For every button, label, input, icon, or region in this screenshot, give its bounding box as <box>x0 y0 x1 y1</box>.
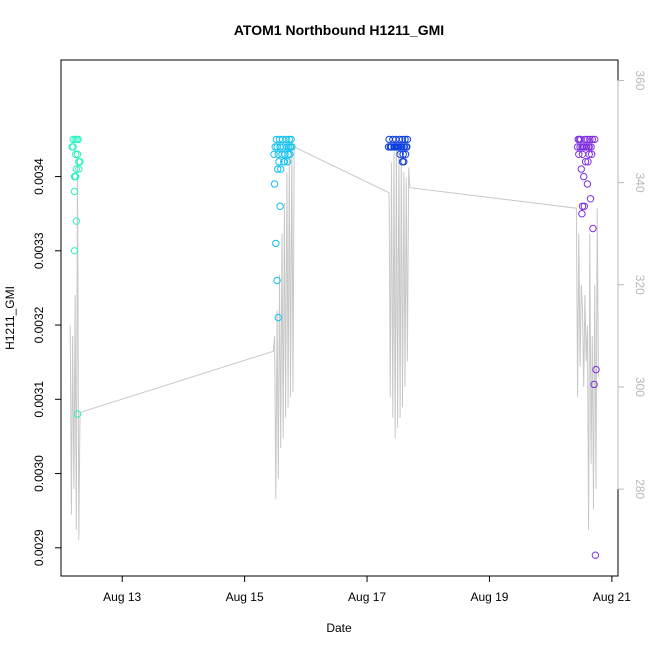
data-point <box>276 202 284 211</box>
data-point <box>585 143 593 151</box>
data-point <box>590 380 598 389</box>
data-point <box>580 143 588 151</box>
data-point <box>73 150 82 159</box>
data-point <box>399 150 407 159</box>
data-point <box>398 158 407 166</box>
data-point <box>591 135 599 144</box>
data-point <box>277 165 285 173</box>
data-point <box>280 158 289 166</box>
data-point <box>403 143 411 151</box>
data-point <box>400 143 409 151</box>
data-point <box>591 551 600 559</box>
series-line <box>69 141 599 541</box>
data-point <box>288 143 296 151</box>
x-tick-label: Aug 21 <box>593 590 631 604</box>
data-point <box>69 135 77 144</box>
data-point <box>275 158 283 166</box>
y2-axis: 280 300 320 340 360 <box>617 70 647 499</box>
data-point <box>581 158 590 166</box>
data-point <box>583 180 592 188</box>
data-point <box>396 150 404 159</box>
data-point <box>283 158 292 166</box>
y2-tick-label: 280 <box>633 479 647 499</box>
y-tick-label: 0.0034 <box>32 158 46 195</box>
data-point <box>282 135 290 144</box>
data-point <box>70 187 79 196</box>
y-tick-label: 0.0032 <box>32 306 46 343</box>
data-point <box>76 158 84 166</box>
data-point <box>584 158 592 166</box>
data-point <box>286 150 294 159</box>
x-tick-label: Aug 17 <box>348 590 386 604</box>
data-point <box>281 150 289 159</box>
points-layer <box>68 135 600 559</box>
x-tick-label: Aug 19 <box>470 590 508 604</box>
y2-tick-label: 340 <box>633 173 647 193</box>
data-point <box>586 195 595 203</box>
line-layer <box>69 141 599 541</box>
x-tick-label: Aug 13 <box>103 590 141 604</box>
data-point <box>575 150 583 159</box>
data-point <box>274 165 282 173</box>
data-point <box>577 165 585 173</box>
data-point <box>70 247 79 255</box>
data-point <box>583 143 591 151</box>
data-point <box>578 210 586 218</box>
y2-tick-label: 300 <box>633 377 647 397</box>
data-point <box>398 135 407 144</box>
x-tick-label: Aug 15 <box>226 590 264 604</box>
data-point <box>72 217 81 225</box>
data-point <box>72 172 80 181</box>
data-point <box>392 143 401 151</box>
data-point <box>401 135 409 144</box>
data-point <box>577 135 585 144</box>
data-point <box>69 143 77 151</box>
data-point <box>588 150 596 159</box>
x-axis-label: Date <box>326 621 352 635</box>
data-point <box>581 135 589 144</box>
data-point <box>578 143 586 151</box>
y-tick-label: 0.0033 <box>32 232 46 269</box>
data-point <box>401 150 410 159</box>
data-point <box>592 365 600 374</box>
y-axis-label: H1211_GMI <box>3 286 17 350</box>
y2-tick-label: 360 <box>633 70 647 90</box>
data-point <box>75 165 83 173</box>
y-tick-label: 0.0031 <box>32 381 46 418</box>
data-point <box>273 276 281 285</box>
chart-title: ATOM1 Northbound H1211_GMI <box>234 22 444 38</box>
data-point <box>279 143 287 151</box>
x-axis: Aug 13 Aug 15 Aug 17 Aug 19 Aug 21 <box>103 575 631 604</box>
data-point <box>580 172 588 181</box>
data-point <box>74 135 82 144</box>
data-point <box>287 135 295 144</box>
data-point <box>589 224 597 233</box>
data-point <box>588 135 596 144</box>
data-point <box>274 313 282 322</box>
y-axis: 0.0029 0.0030 0.0031 0.0032 0.0033 0.0034 <box>32 158 62 566</box>
y-tick-label: 0.0029 <box>32 529 46 566</box>
data-point <box>73 410 82 418</box>
data-point <box>585 150 593 159</box>
data-point <box>270 180 279 188</box>
data-point <box>72 165 81 173</box>
data-point <box>272 239 280 248</box>
data-point <box>580 202 588 211</box>
y-tick-label: 0.0030 <box>32 455 46 492</box>
data-point <box>403 135 412 144</box>
data-point <box>395 135 404 144</box>
data-point <box>387 143 395 151</box>
y2-tick-label: 320 <box>633 275 647 295</box>
data-point <box>397 143 405 151</box>
data-point <box>586 135 594 144</box>
data-point <box>270 150 278 159</box>
data-point <box>271 143 279 151</box>
